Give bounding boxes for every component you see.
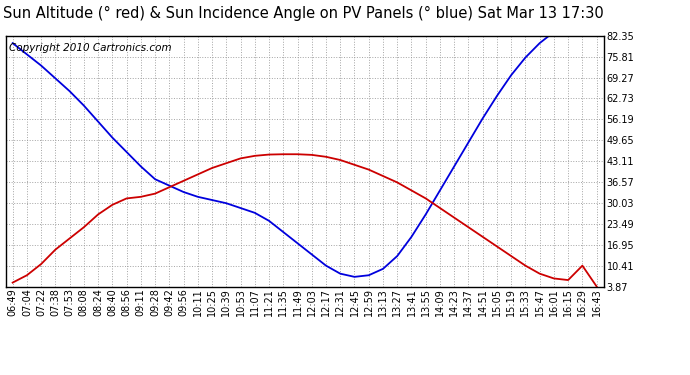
Text: Sun Altitude (° red) & Sun Incidence Angle on PV Panels (° blue) Sat Mar 13 17:3: Sun Altitude (° red) & Sun Incidence Ang… bbox=[3, 6, 604, 21]
Text: Copyright 2010 Cartronics.com: Copyright 2010 Cartronics.com bbox=[8, 43, 171, 53]
